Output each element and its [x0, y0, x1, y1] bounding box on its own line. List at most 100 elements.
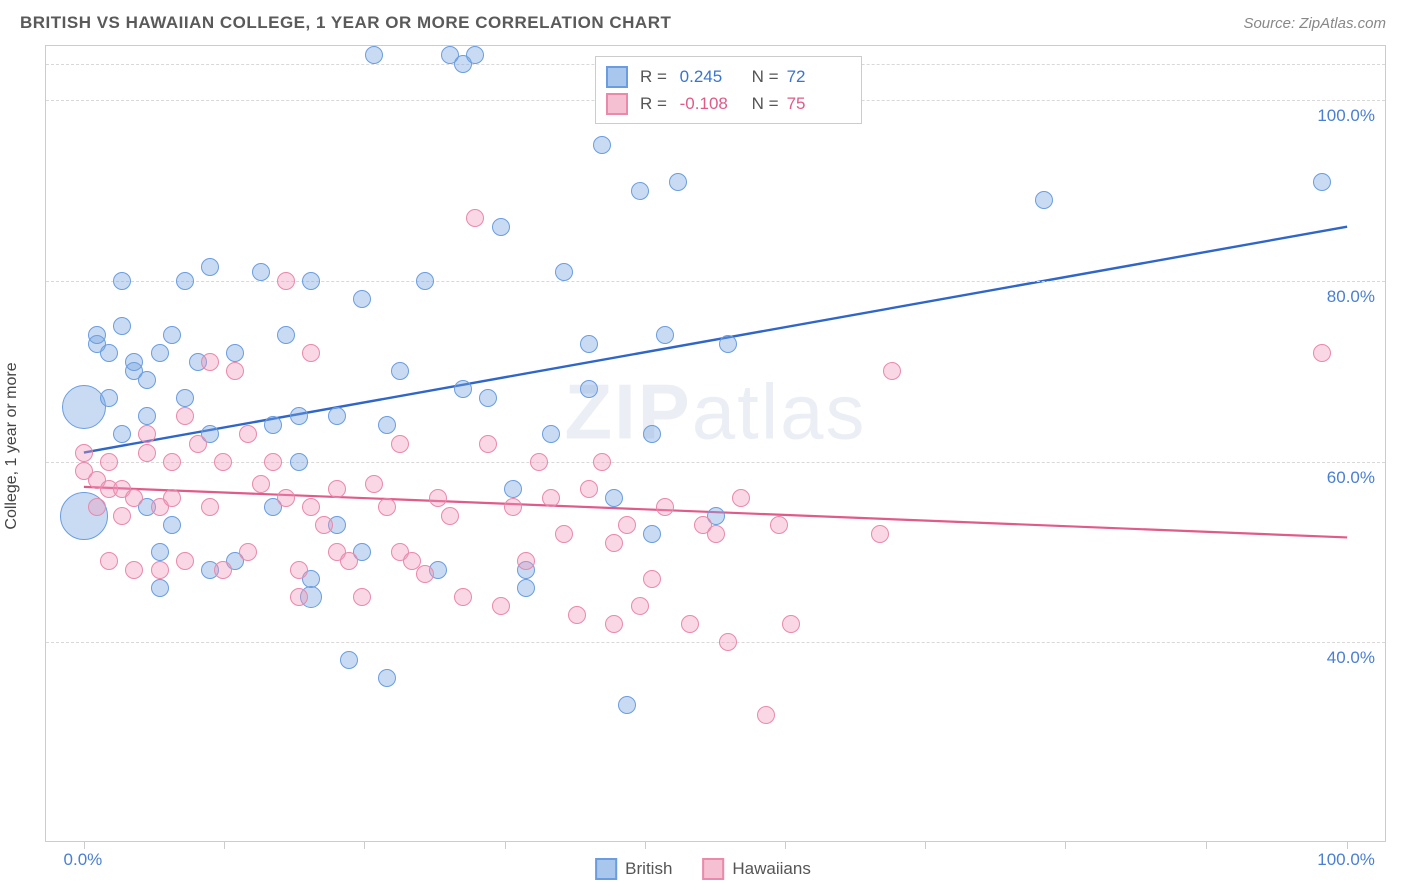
data-point — [290, 407, 308, 425]
data-point — [391, 435, 409, 453]
data-point — [252, 475, 270, 493]
legend-item: Hawaiians — [702, 858, 810, 880]
trend-lines — [46, 46, 1385, 841]
data-point — [770, 516, 788, 534]
gridline-h — [46, 462, 1385, 463]
legend-row: R = 0.245 N =72 — [606, 63, 847, 90]
plot-area: ZIPatlas 40.0%60.0%80.0%100.0% — [46, 46, 1385, 841]
data-point — [239, 543, 257, 561]
data-point — [365, 46, 383, 64]
data-point — [88, 498, 106, 516]
legend-n-label: N = — [747, 90, 779, 117]
data-point — [340, 552, 358, 570]
data-point — [429, 489, 447, 507]
x-tick — [1347, 841, 1348, 849]
data-point — [100, 552, 118, 570]
data-point — [353, 588, 371, 606]
data-point — [138, 425, 156, 443]
x-tick — [224, 841, 225, 849]
series-legend: British Hawaiians — [595, 858, 811, 880]
data-point — [201, 498, 219, 516]
data-point — [454, 588, 472, 606]
data-point — [555, 263, 573, 281]
data-point — [681, 615, 699, 633]
data-point — [643, 525, 661, 543]
data-point — [719, 335, 737, 353]
data-point — [782, 615, 800, 633]
x-tick — [1206, 841, 1207, 849]
data-point — [517, 579, 535, 597]
data-point — [605, 489, 623, 507]
data-point — [605, 534, 623, 552]
x-tick — [364, 841, 365, 849]
data-point — [416, 565, 434, 583]
data-point — [593, 453, 611, 471]
data-point — [290, 561, 308, 579]
data-point — [138, 407, 156, 425]
data-point — [328, 407, 346, 425]
data-point — [479, 389, 497, 407]
data-point — [656, 498, 674, 516]
data-point — [113, 317, 131, 335]
data-point — [214, 561, 232, 579]
legend-r-value: 0.245 — [675, 63, 735, 90]
data-point — [391, 362, 409, 380]
data-point — [466, 209, 484, 227]
data-point — [138, 371, 156, 389]
data-point — [542, 425, 560, 443]
data-point — [340, 651, 358, 669]
correlation-legend: R = 0.245 N =72R = -0.108 N =75 — [595, 56, 862, 124]
data-point — [189, 435, 207, 453]
data-point — [454, 380, 472, 398]
data-point — [365, 475, 383, 493]
data-point — [163, 516, 181, 534]
y-tick-label: 40.0% — [1327, 648, 1375, 668]
data-point — [315, 516, 333, 534]
x-tick-label: 100.0% — [1317, 850, 1375, 870]
legend-r-label: R = — [640, 63, 667, 90]
legend-n-value: 75 — [787, 90, 847, 117]
data-point — [138, 444, 156, 462]
legend-swatch — [702, 858, 724, 880]
data-point — [100, 453, 118, 471]
x-tick-label: 0.0% — [64, 850, 103, 870]
data-point — [163, 453, 181, 471]
data-point — [264, 453, 282, 471]
data-point — [100, 344, 118, 362]
data-point — [302, 272, 320, 290]
data-point — [88, 326, 106, 344]
data-point — [302, 498, 320, 516]
data-point — [163, 489, 181, 507]
data-point — [290, 588, 308, 606]
data-point — [757, 706, 775, 724]
data-point — [176, 552, 194, 570]
data-point — [201, 258, 219, 276]
data-point — [113, 425, 131, 443]
data-point — [163, 326, 181, 344]
data-point — [631, 182, 649, 200]
legend-swatch — [606, 93, 628, 115]
data-point — [100, 389, 118, 407]
legend-n-value: 72 — [787, 63, 847, 90]
data-point — [226, 362, 244, 380]
data-point — [719, 633, 737, 651]
data-point — [732, 489, 750, 507]
data-point — [1035, 191, 1053, 209]
data-point — [125, 489, 143, 507]
data-point — [353, 290, 371, 308]
legend-item: British — [595, 858, 672, 880]
data-point — [416, 272, 434, 290]
legend-label: Hawaiians — [732, 859, 810, 879]
x-tick — [84, 841, 85, 849]
data-point — [62, 385, 106, 429]
data-point — [492, 218, 510, 236]
data-point — [568, 606, 586, 624]
data-point — [593, 136, 611, 154]
data-point — [378, 669, 396, 687]
data-point — [75, 444, 93, 462]
data-point — [277, 326, 295, 344]
legend-swatch — [606, 66, 628, 88]
data-point — [504, 498, 522, 516]
data-point — [479, 435, 497, 453]
data-point — [113, 507, 131, 525]
